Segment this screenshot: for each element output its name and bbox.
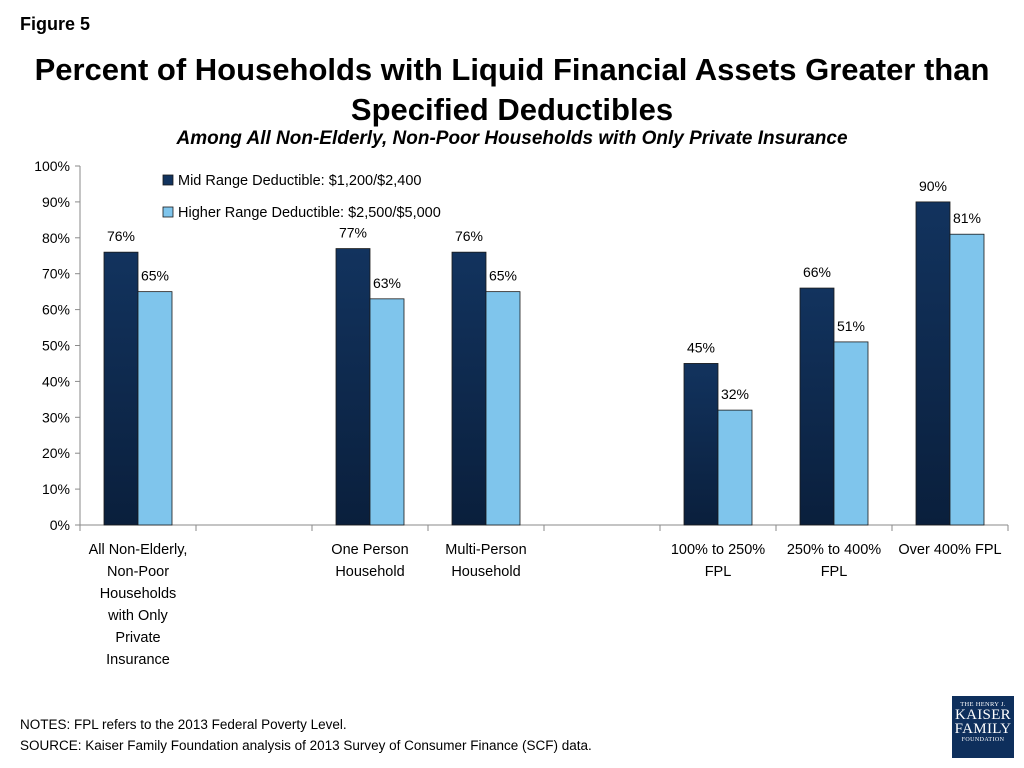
chart-legend: Mid Range Deductible: $1,200/$2,400 Highe… — [162, 173, 441, 221]
x-tick-label: Non-Poor — [107, 564, 169, 580]
y-tick-label: 90% — [42, 194, 70, 210]
y-tick-label: 100% — [34, 158, 70, 174]
chart-title: Percent of Households with Liquid Financ… — [34, 52, 990, 127]
x-tick-label: One Person — [331, 542, 408, 558]
bar-mid-range — [335, 248, 371, 526]
bar-higher-range — [949, 233, 985, 526]
bar-higher-range — [369, 298, 405, 526]
y-tick-label: 10% — [42, 481, 70, 497]
logo-line-1: THE HENRY J. — [960, 701, 1006, 708]
data-label: 45% — [687, 339, 715, 355]
data-label: 63% — [373, 275, 401, 291]
data-label: 65% — [141, 268, 169, 284]
x-tick-label: FPL — [705, 564, 732, 580]
x-tick-label: Insurance — [106, 652, 170, 668]
data-label: 77% — [339, 225, 367, 241]
notes-text: NOTES: FPL refers to the 2013 Federal Po… — [20, 717, 347, 732]
y-tick-label: 20% — [42, 445, 70, 461]
logo-line-3: FAMILY — [954, 721, 1012, 737]
x-tick-label: Over 400% FPL — [898, 542, 1001, 558]
y-tick-label: 80% — [42, 230, 70, 246]
logo-line-4: FOUNDATION — [961, 737, 1005, 743]
x-tick-label: All Non-Elderly, — [89, 542, 188, 558]
bar-mid-range — [799, 287, 835, 526]
data-label: 65% — [489, 268, 517, 284]
chart-subtitle: Among All Non-Elderly, Non-Poor Househol… — [176, 128, 848, 149]
bar-mid-range — [103, 251, 139, 526]
y-tick-label: 50% — [42, 338, 70, 354]
bar-mid-range — [451, 251, 487, 526]
x-tick-label: Household — [451, 564, 520, 580]
logo-line-2: KAISER — [955, 707, 1011, 723]
legend-label: Mid Range Deductible: $1,200/$2,400 — [178, 173, 421, 189]
y-tick-label: 40% — [42, 373, 70, 389]
y-tick-label: 60% — [42, 302, 70, 318]
x-tick-label: FPL — [821, 564, 848, 580]
data-label: 90% — [919, 178, 947, 194]
data-label: 66% — [803, 264, 831, 280]
kff-logo: THE HENRY J. KAISER FAMILY FOUNDATION — [952, 696, 1014, 758]
figure-label: Figure 5 — [20, 14, 91, 34]
footnotes: NOTES: FPL refers to the 2013 Federal Po… — [20, 714, 592, 756]
data-label: 76% — [455, 228, 483, 244]
bar-higher-range — [137, 291, 173, 526]
x-tick-label: with Only — [107, 608, 168, 624]
bar-higher-range — [717, 409, 753, 526]
chart-bars: 76% 77% 76% 45% 66% 90% 65% 63% 65% 32% 51% 81% — [103, 178, 985, 526]
x-tick-label: Household — [335, 564, 404, 580]
y-tick-label: 0% — [50, 517, 70, 533]
legend-swatch-mid — [162, 174, 174, 186]
data-label: 81% — [953, 210, 981, 226]
x-tick-label: 100% to 250% — [671, 542, 765, 558]
x-tick-label: Private — [115, 630, 160, 646]
x-tick-label: 250% to 400% — [787, 542, 881, 558]
data-label: 32% — [721, 386, 749, 402]
bar-higher-range — [833, 341, 869, 526]
source-text: SOURCE: Kaiser Family Foundation analysi… — [20, 738, 592, 753]
bar-higher-range — [485, 291, 521, 526]
y-tick-label: 30% — [42, 409, 70, 425]
data-label: 51% — [837, 318, 865, 334]
x-tick-label: Households — [100, 586, 177, 602]
bar-mid-range — [915, 201, 951, 526]
legend-swatch-higher — [162, 206, 174, 218]
legend-label: Higher Range Deductible: $2,500/$5,000 — [178, 205, 441, 221]
bar-mid-range — [683, 363, 719, 526]
y-tick-label: 70% — [42, 266, 70, 282]
x-tick-label: Multi-Person — [445, 542, 526, 558]
data-label: 76% — [107, 228, 135, 244]
